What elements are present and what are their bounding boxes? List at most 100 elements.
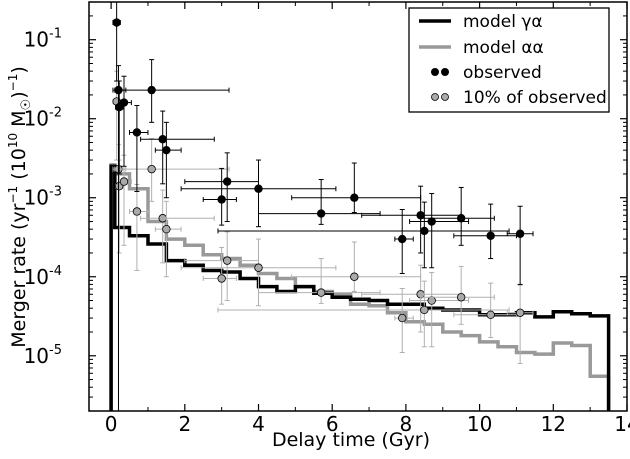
y-axis-label-part-1: −1 (6, 186, 20, 204)
plot-frame (88, 1, 628, 412)
observed-marker-7 (158, 135, 167, 144)
ten-percent-marker-10 (222, 256, 232, 265)
ten-percent-marker-18 (456, 293, 466, 302)
legend-label-observed: observed (463, 63, 542, 83)
observed-marker-9 (217, 195, 226, 204)
observed-marker-17 (427, 217, 436, 226)
ten-percent-marker-12 (316, 288, 326, 297)
model-ga-step-line (109, 164, 611, 411)
observed-point-13 (291, 162, 422, 214)
model-ga-series (109, 164, 611, 411)
observed-marker-14 (398, 234, 407, 244)
y-axis-label-part-5: ☉ (19, 99, 34, 111)
observed-point-18 (420, 186, 495, 246)
x-tick-label-14: 14 (614, 412, 630, 436)
ten-percent-marker-14 (398, 313, 407, 323)
observed-point-4 (117, 75, 132, 167)
observed-point-8 (154, 121, 182, 199)
y-tick-exp-4: -5 (49, 343, 62, 358)
observed-marker-8 (162, 145, 171, 155)
observed-point-11 (180, 159, 337, 228)
observed-point-19 (453, 203, 517, 260)
legend-label-ten-percent: 10% of observed (463, 88, 607, 108)
observed-marker-13 (350, 193, 359, 202)
ten-percent-point-4 (117, 154, 132, 246)
ten-percent-point-14 (394, 288, 414, 353)
observed-marker-5 (132, 128, 142, 137)
observed-marker-11 (254, 184, 263, 193)
x-tick-label-4: 4 (252, 412, 265, 436)
observed-point-14 (394, 208, 414, 274)
ten-percent-observed-points (112, 70, 534, 412)
y-axis-label: Merger rate (yr−1 (1010 M☉)−1) (6, 66, 34, 348)
x-tick-label-2: 2 (178, 412, 191, 436)
ten-percent-marker-16 (420, 305, 429, 315)
legend-marker-observed (431, 68, 439, 76)
ten-percent-marker-13 (350, 272, 359, 281)
legend-marker-ten-percent (431, 93, 439, 101)
legend-marker-observed-2 (441, 68, 449, 76)
ten-percent-marker-11 (254, 263, 263, 272)
ten-percent-point-17 (409, 272, 470, 348)
observed-marker-4 (119, 98, 129, 107)
y-tick-label-0: 10-1 (24, 27, 62, 52)
ten-percent-marker-6 (147, 164, 156, 174)
observed-marker-19 (486, 231, 495, 240)
observed-point-6 (114, 59, 230, 123)
legend-marker-ten-percent-2 (441, 93, 449, 101)
ten-percent-point-5 (129, 184, 149, 271)
legend: model γα model αα observed 10% of observ… (408, 7, 610, 113)
ten-percent-point-8 (154, 200, 182, 278)
y-tick-exp-3: -4 (49, 264, 62, 279)
ten-percent-marker-19 (486, 310, 495, 319)
observed-point-16 (217, 201, 510, 269)
x-tick-label-0: 0 (105, 412, 118, 436)
ten-percent-marker-8 (162, 224, 171, 234)
ten-percent-point-19 (453, 282, 517, 339)
observed-marker-16 (420, 226, 429, 236)
ten-percent-point-16 (217, 280, 510, 348)
x-tick-label-12: 12 (541, 412, 566, 436)
ten-percent-point-12 (258, 258, 381, 304)
observed-marker-10 (222, 177, 232, 186)
observed-marker-1 (112, 18, 121, 27)
y-axis-label-part-2: (10 (8, 148, 30, 186)
ten-percent-point-20 (506, 284, 534, 364)
observed-marker-6 (147, 85, 156, 95)
y-axis-ticks: 10-110-210-310-410-5 (24, 15, 627, 412)
observed-point-1 (112, 1, 121, 82)
y-axis-label-part-0: Merger rate (yr (8, 203, 30, 347)
ten-percent-marker-5 (132, 207, 142, 216)
observed-point-20 (506, 205, 534, 285)
ten-percent-point-9 (202, 246, 237, 305)
ten-percent-marker-4 (119, 177, 129, 186)
ten-percent-point-10 (184, 231, 260, 302)
y-axis-label-part-7: −1 (6, 74, 20, 92)
observed-point-12 (258, 179, 381, 225)
ten-percent-marker-9 (217, 274, 226, 283)
legend-label-model-aa: model αα (463, 38, 544, 58)
ten-percent-point-13 (291, 241, 422, 293)
observed-point-15 (361, 185, 462, 254)
y-axis-label-part-6: ) (8, 91, 30, 98)
observed-point-10 (184, 152, 260, 223)
model-aa-series (109, 163, 611, 411)
observed-marker-18 (456, 214, 466, 223)
observed-marker-12 (316, 209, 326, 218)
ten-percent-marker-20 (515, 308, 525, 317)
y-tick-exp-2: -3 (49, 185, 62, 200)
observed-point-7 (140, 110, 215, 185)
x-tick-label-6: 6 (326, 412, 339, 436)
observed-marker-20 (515, 229, 525, 238)
ten-percent-point-6 (114, 138, 230, 202)
observed-point-9 (202, 167, 237, 226)
observed-points (112, 1, 534, 412)
x-tick-label-8: 8 (400, 412, 413, 436)
ten-percent-marker-7 (158, 214, 167, 223)
x-axis-ticks: 0 2 4 6 8 10 12 14 (105, 2, 630, 436)
x-tick-label-10: 10 (467, 412, 492, 436)
y-axis-label-part-3: 10 (6, 133, 20, 148)
y-axis-label-part-8: ) (8, 66, 30, 73)
legend-label-model-ga: model γα (463, 12, 543, 32)
